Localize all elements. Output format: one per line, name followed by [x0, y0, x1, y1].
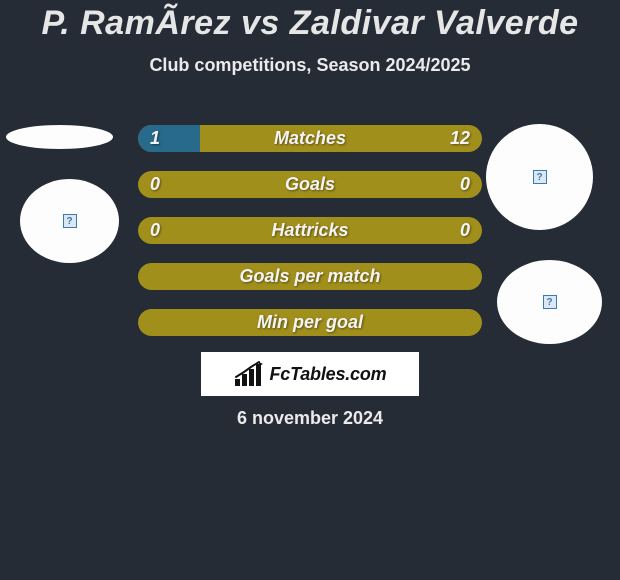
- brand-text: FcTables.com: [270, 364, 387, 385]
- player-right-lower-circle: ?: [497, 260, 602, 344]
- page-title: P. RamÃ­rez vs Zaldivar Valverde: [0, 0, 620, 43]
- stat-bar: Goals per match: [138, 263, 482, 290]
- image-placeholder-icon: ?: [63, 214, 77, 228]
- player-left-circle: ?: [20, 179, 119, 263]
- stat-right-value: 12: [450, 125, 470, 152]
- stat-name: Hattricks: [138, 217, 482, 244]
- stat-right-value: 0: [460, 217, 470, 244]
- stat-name: Goals per match: [138, 263, 482, 290]
- player-right-upper-circle: ?: [486, 124, 593, 230]
- stat-bar: Min per goal: [138, 309, 482, 336]
- stat-right-value: 0: [460, 171, 470, 198]
- player-left-ellipse: [6, 125, 113, 149]
- stat-name: Goals: [138, 171, 482, 198]
- stat-name: Min per goal: [138, 309, 482, 336]
- stat-bar: 1Matches12: [138, 125, 482, 152]
- brand-chart-icon: [234, 361, 264, 387]
- stat-bar: 0Hattricks0: [138, 217, 482, 244]
- page-subtitle: Club competitions, Season 2024/2025: [0, 55, 620, 76]
- brand-box: FcTables.com: [201, 352, 419, 396]
- stat-bar: 0Goals0: [138, 171, 482, 198]
- image-placeholder-icon: ?: [533, 170, 547, 184]
- stat-name: Matches: [138, 125, 482, 152]
- image-placeholder-icon: ?: [543, 295, 557, 309]
- footer-date: 6 november 2024: [0, 408, 620, 429]
- stat-bars: 1Matches120Goals00Hattricks0Goals per ma…: [138, 125, 482, 355]
